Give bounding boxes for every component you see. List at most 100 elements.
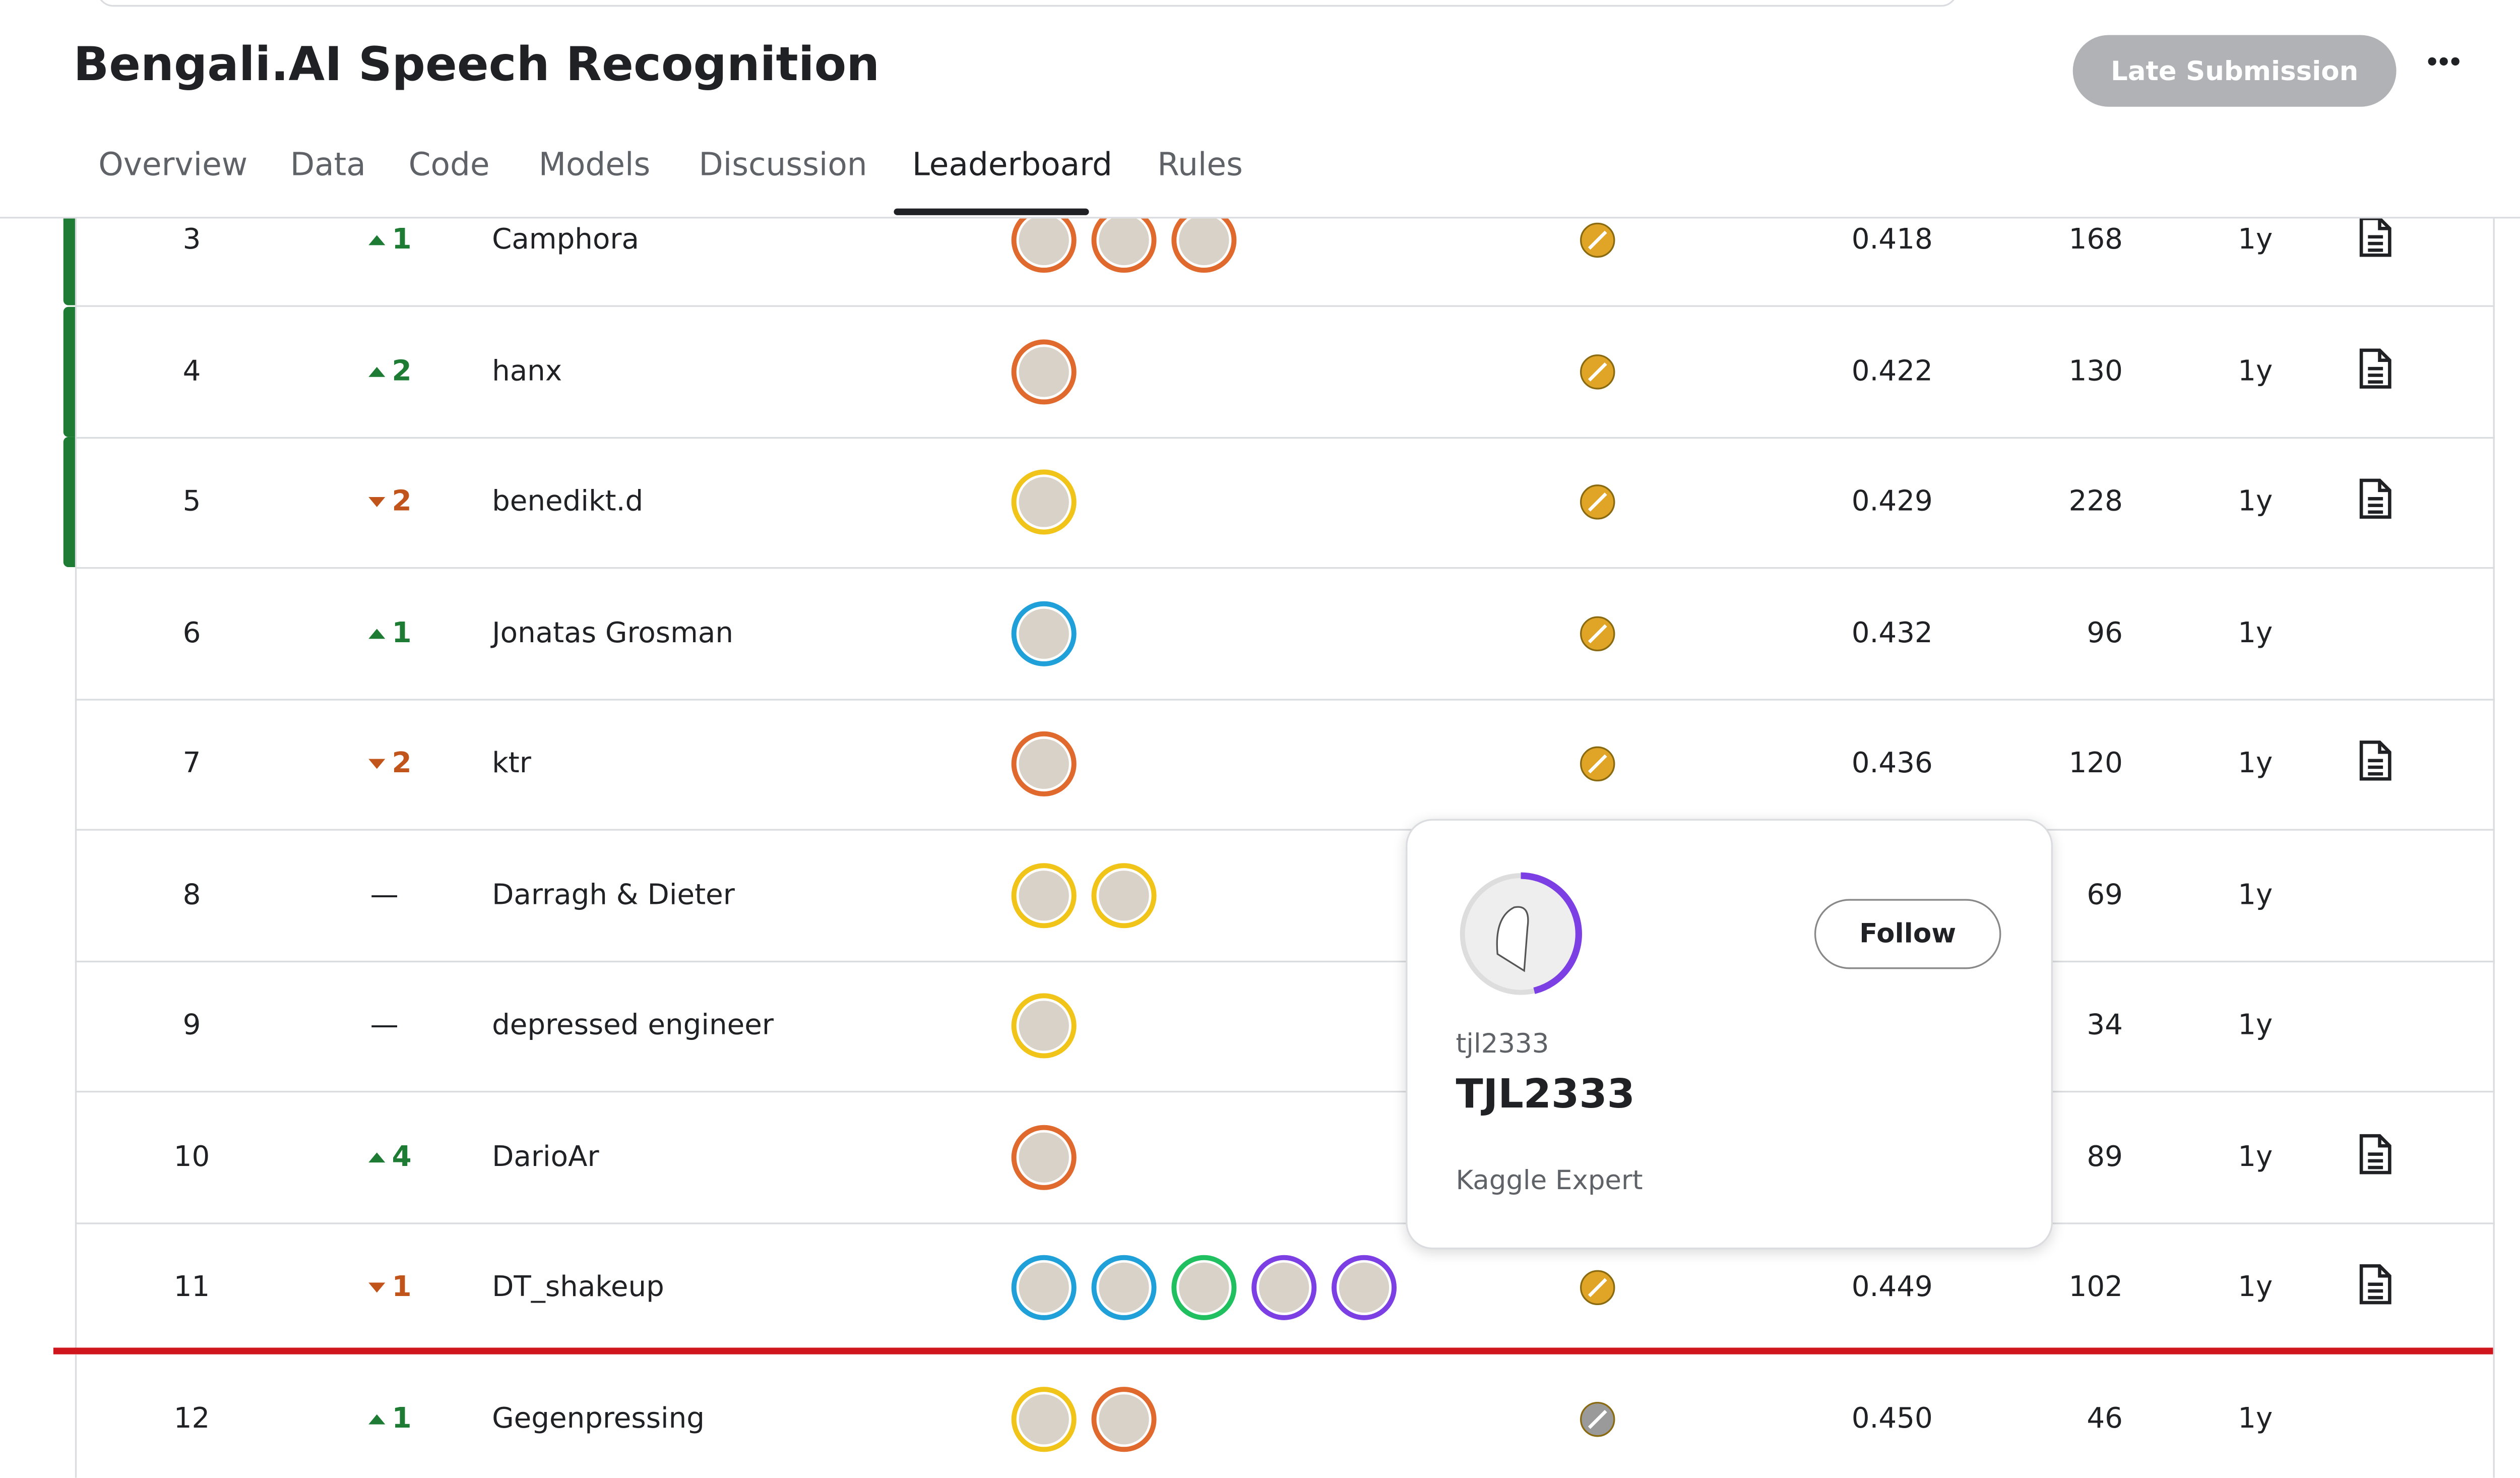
team-name[interactable]: Camphora — [492, 223, 640, 257]
avatar-ring — [1251, 1255, 1317, 1320]
team-name[interactable]: DarioAr — [492, 1140, 599, 1174]
username: tjl2333 — [1456, 1027, 1549, 1060]
leaderboard-row[interactable]: 12 1 Gegenpressing 0.450 46 1y — [75, 1353, 2495, 1478]
avatar-image — [1099, 870, 1149, 920]
medal-shine — [1588, 492, 1607, 512]
rank-change: — — [370, 878, 399, 912]
leaderboard-row[interactable]: 8— Darragh & Dieter 69 1y — [75, 830, 2495, 962]
team-name[interactable]: Jonatas Grosman — [492, 616, 734, 650]
leaderboard-row[interactable]: 10 4 DarioAr 89 1y — [75, 1091, 2495, 1223]
leaderboard-row[interactable]: 6 1 Jonatas Grosman 0.432 96 1y — [75, 568, 2495, 700]
avatar-image — [1099, 1393, 1149, 1444]
team-name[interactable]: depressed engineer — [492, 1009, 774, 1042]
team-member-avatar[interactable] — [1087, 1382, 1161, 1455]
tab[interactable]: Data — [290, 147, 366, 183]
avatar-image — [1339, 1262, 1390, 1313]
medal-shine — [1588, 1278, 1607, 1298]
team-member-avatar[interactable] — [1087, 1251, 1161, 1325]
rank-change: — — [370, 1009, 399, 1042]
team-name[interactable]: DT_shakeup — [492, 1271, 664, 1305]
score: 0.422 — [1851, 354, 1933, 388]
last-submission: 1y — [2238, 747, 2273, 781]
team-member-avatar[interactable] — [1007, 1251, 1081, 1325]
doc-outline — [2359, 741, 2391, 781]
avatar-ring — [1011, 600, 1077, 666]
last-submission: 1y — [2238, 878, 2273, 912]
doc-outline — [2359, 217, 2391, 257]
trend-arrow — [368, 1282, 386, 1293]
writeup-icon[interactable] — [2358, 739, 2395, 782]
leaderboard-row[interactable]: 4 2 hanx 0.422 130 1y — [63, 306, 2495, 438]
trend-arrow — [368, 1413, 386, 1424]
more-button[interactable]: ••• — [2424, 50, 2463, 77]
writeup-icon[interactable] — [2358, 1263, 2395, 1306]
gold-zone-bar — [63, 437, 75, 567]
avatar-image — [1019, 346, 1069, 396]
medal — [1580, 1401, 1615, 1436]
avatar-ring — [1011, 469, 1077, 535]
late-submission-button[interactable]: Late Submission — [2072, 35, 2397, 107]
writeup-icon[interactable] — [2358, 477, 2395, 520]
entries: 34 — [2087, 1009, 2123, 1042]
leaderboard-row[interactable]: 3 1 Camphora 0.418 168 1y — [63, 175, 2495, 307]
team-member-avatar[interactable] — [1007, 1120, 1081, 1194]
team-member-avatar[interactable] — [1087, 858, 1161, 932]
entries: 89 — [2087, 1140, 2123, 1174]
avatar-image — [1019, 1393, 1069, 1444]
avatar-ring — [1011, 731, 1077, 796]
tab[interactable]: Rules — [1157, 147, 1243, 183]
last-submission: 1y — [2238, 223, 2273, 257]
team-member-avatar[interactable] — [1007, 858, 1081, 932]
team-member-avatar[interactable] — [1007, 334, 1081, 408]
team-member-avatar[interactable] — [1007, 596, 1081, 670]
team-member-avatar[interactable] — [1247, 1251, 1321, 1325]
rank-change: 1 — [392, 223, 412, 257]
team-name[interactable]: Darragh & Dieter — [492, 878, 735, 912]
tab[interactable]: Overview — [98, 147, 248, 183]
team-name[interactable]: ktr — [492, 747, 531, 781]
avatar-ring — [1011, 1386, 1077, 1451]
last-submission: 1y — [2238, 1401, 2273, 1436]
team-member-avatar[interactable] — [1167, 1251, 1241, 1325]
active-tab-underline — [894, 208, 1089, 215]
medal-shine — [1588, 361, 1607, 381]
tab[interactable]: Models — [538, 147, 651, 183]
medal — [1580, 353, 1615, 389]
avatar-image — [1019, 1001, 1069, 1051]
team-member-avatar[interactable] — [1007, 727, 1081, 801]
team-name[interactable]: hanx — [492, 354, 562, 388]
leaderboard-row[interactable]: 9— depressed engineer 34 1y — [75, 960, 2495, 1093]
team-name[interactable]: benedikt.d — [492, 485, 644, 519]
team-member-avatar[interactable] — [1007, 989, 1081, 1063]
avatar-image — [1019, 477, 1069, 527]
team-member-avatar[interactable] — [1007, 1382, 1081, 1455]
writeup-icon[interactable] — [2358, 346, 2395, 390]
avatar-image — [1179, 1262, 1229, 1313]
tab[interactable]: Code — [408, 147, 490, 183]
team-member-avatar[interactable] — [1007, 465, 1081, 539]
writeup-icon[interactable] — [2358, 1132, 2395, 1175]
avatar-ring — [1011, 993, 1077, 1059]
rank-change: 1 — [392, 1271, 412, 1305]
display-name: TJL2333 — [1456, 1071, 1635, 1118]
last-submission: 1y — [2238, 485, 2273, 519]
leaderboard-row[interactable]: 7 2 ktr 0.436 120 1y — [75, 699, 2495, 831]
writeup-icon[interactable] — [2358, 215, 2395, 259]
trend-arrow — [368, 235, 386, 245]
score: 0.449 — [1851, 1271, 1933, 1305]
leaderboard-row[interactable]: 11 1 DT_shakeup 0.449 102 1y — [75, 1222, 2495, 1354]
popup-avatar — [1460, 872, 1582, 995]
team-name[interactable]: Gegenpressing — [492, 1401, 705, 1436]
leaderboard-row[interactable]: 5 2 benedikt.d 0.429 228 1y — [63, 437, 2495, 569]
tab[interactable]: Discussion — [699, 147, 867, 183]
avatar-ring — [1011, 338, 1077, 404]
tab[interactable]: Leaderboard — [912, 147, 1112, 183]
entries: 96 — [2087, 616, 2123, 650]
entries: 228 — [2068, 485, 2123, 519]
avatar-image — [1099, 1262, 1149, 1313]
follow-button[interactable]: Follow — [1814, 899, 2001, 969]
last-submission: 1y — [2238, 1140, 2273, 1174]
avatar-image — [1019, 608, 1069, 658]
team-member-avatar[interactable] — [1328, 1251, 1401, 1325]
avatar-ring — [1011, 1255, 1077, 1320]
